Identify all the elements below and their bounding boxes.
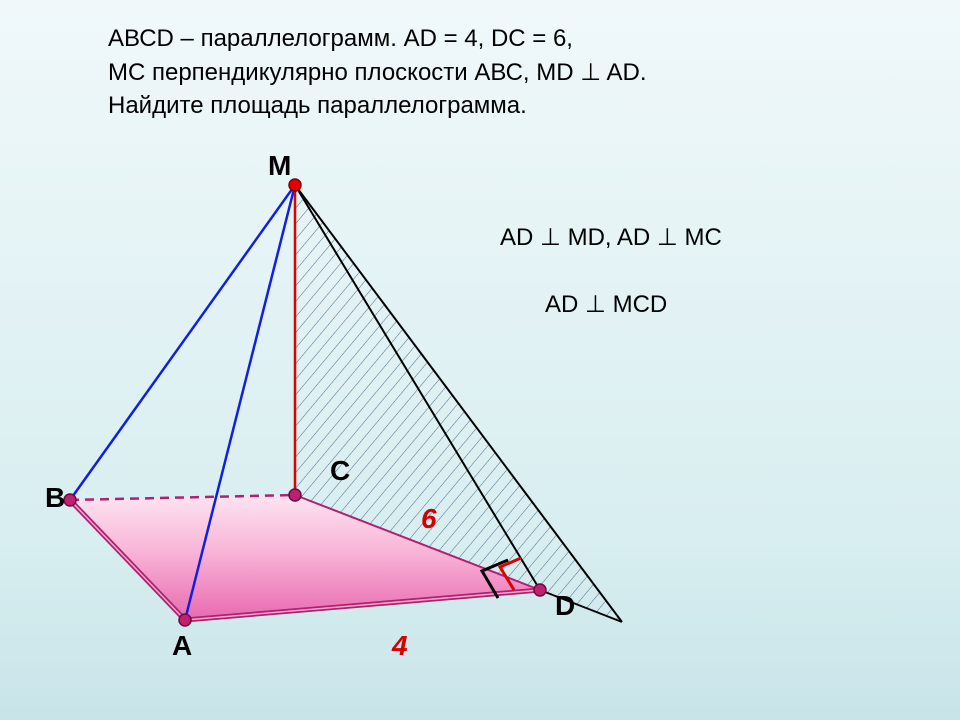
label-ad-length: 4 [392,630,408,662]
label-a: A [172,630,192,662]
point-c [289,489,301,501]
point-a [179,614,191,626]
label-d: D [555,590,575,622]
label-b: B [45,482,65,514]
label-c: C [330,455,350,487]
edge-mb [70,185,295,500]
label-m: M [268,150,291,182]
point-d [534,584,546,596]
label-dc-length: 6 [421,503,437,535]
geometry-figure [0,0,960,720]
point-b [64,494,76,506]
